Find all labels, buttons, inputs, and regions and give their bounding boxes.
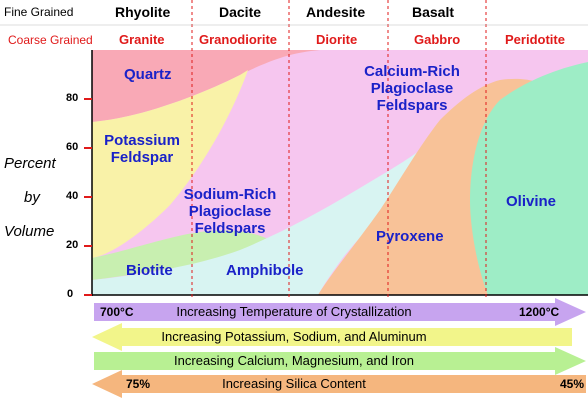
temperature-arrow <box>94 298 586 326</box>
tick-label-40: 40 <box>66 190 79 202</box>
tick-label-0: 0 <box>67 288 74 300</box>
temperature-arrow-text: Increasing Temperature of Crystallizatio… <box>176 304 412 319</box>
mineral-biotite: Biotite <box>126 262 173 279</box>
y-label-percent: Percent <box>4 155 56 172</box>
rock-granite: Granite <box>119 32 165 47</box>
mineral-calcium-line2: Plagioclase <box>370 80 454 97</box>
tick-label-20: 20 <box>66 239 79 251</box>
mineral-potassium-line1: Potassium <box>104 132 180 149</box>
mineral-olivine: Olivine <box>506 193 557 210</box>
rock-dividers <box>191 0 487 300</box>
rock-andesite: Andesite <box>306 4 366 20</box>
rock-granodiorite: Granodiorite <box>199 32 278 47</box>
tick-label-80: 80 <box>66 92 79 104</box>
calcium-arrow-text: Increasing Calcium, Magnesium, and Iron <box>174 353 414 368</box>
rock-basalt: Basalt <box>412 4 455 20</box>
mineral-quartz: Quartz <box>124 66 172 83</box>
silica-high: 75% <box>126 377 151 391</box>
mineral-calcium-line1: Calcium-Rich <box>364 63 460 80</box>
silica-arrow <box>92 370 586 398</box>
mineral-potassium-line2: Feldspar <box>110 149 174 166</box>
coarse-grained-label: Coarse Grained <box>8 33 93 47</box>
mineral-pyroxene: Pyroxene <box>376 228 444 245</box>
calcium-arrow <box>94 347 586 375</box>
biotite-region <box>92 230 270 280</box>
rock-peridotite: Peridotite <box>505 32 565 47</box>
mineral-sodium-line2: Plagioclase <box>188 203 272 220</box>
y-label-volume: Volume <box>4 223 55 240</box>
silica-arrow-text: Increasing Silica Content <box>222 376 366 391</box>
rock-dacite: Dacite <box>219 4 262 20</box>
tick-label-60: 60 <box>66 141 79 153</box>
potassium-arrow <box>92 323 572 351</box>
silica-low: 45% <box>560 377 585 391</box>
mineral-sodium-line3: Feldspars <box>194 220 266 237</box>
potassium-arrow-text: Increasing Potassium, Sodium, and Alumin… <box>161 329 427 344</box>
amphibole-region <box>92 145 428 295</box>
temperature-high: 1200°C <box>519 305 560 319</box>
mineral-amphibole: Amphibole <box>226 262 304 279</box>
quartz-region <box>92 50 320 122</box>
mineral-calcium-plagioclase: Calcium-Rich Plagioclase Feldspars <box>352 63 472 114</box>
potassium-feldspar-region <box>92 70 248 258</box>
y-label-by: by <box>24 189 40 206</box>
olivine-region <box>470 62 588 295</box>
mineral-sodium-line1: Sodium-Rich <box>183 186 277 203</box>
rock-gabbro: Gabbro <box>414 32 461 47</box>
rock-rhyolite: Rhyolite <box>115 4 171 20</box>
mineral-calcium-line3: Feldspars <box>376 97 448 114</box>
mineral-sodium-plagioclase: Sodium-Rich Plagioclase Feldspars <box>176 186 284 237</box>
fine-grained-label: Fine Grained <box>4 5 74 19</box>
mineral-potassium-feldspar: Potassium Feldspar <box>100 132 184 166</box>
rock-diorite: Diorite <box>316 32 358 47</box>
temperature-low: 700°C <box>100 305 134 319</box>
